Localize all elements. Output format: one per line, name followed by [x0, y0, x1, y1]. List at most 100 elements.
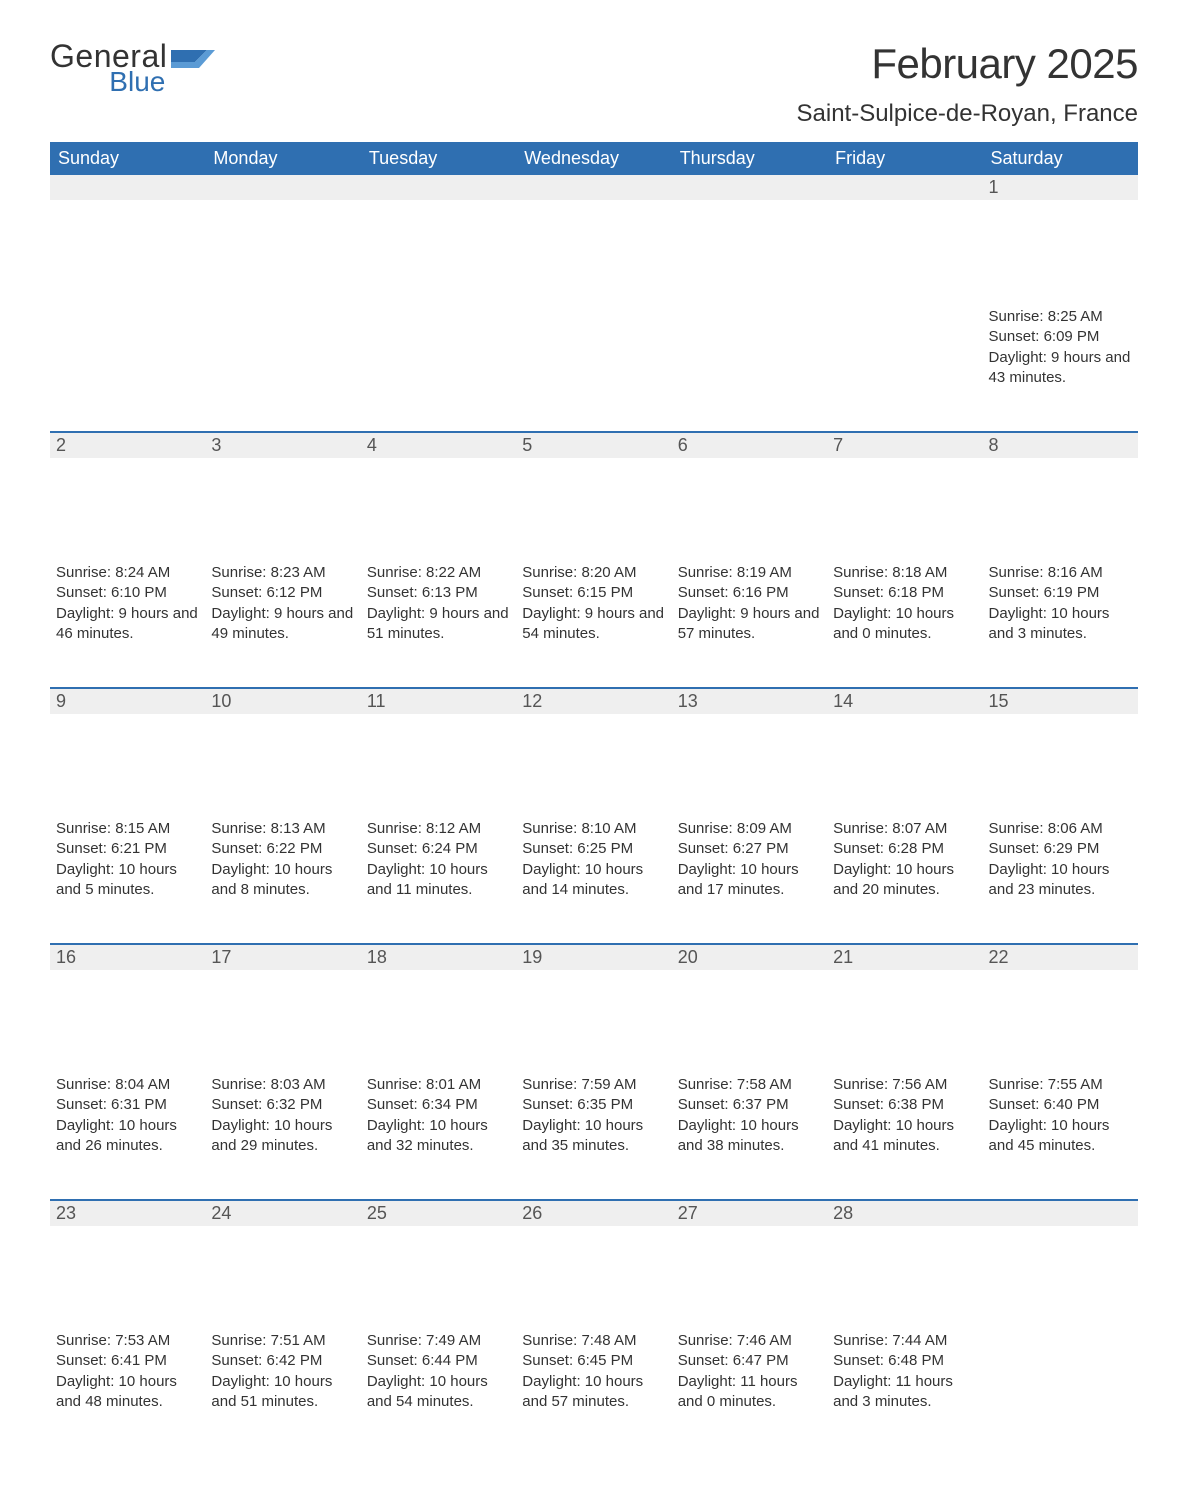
day-detail: Sunrise: 7:59 AMSunset: 6:35 PMDaylight:… [516, 1071, 671, 1156]
day-number: 4 [361, 431, 516, 458]
sunset-text: Sunset: 6:12 PM [211, 583, 354, 603]
daylight-text: Daylight: 10 hours and 17 minutes. [678, 860, 821, 901]
daylight-text: Daylight: 10 hours and 57 minutes. [522, 1372, 665, 1413]
daylight-text: Daylight: 9 hours and 49 minutes. [211, 604, 354, 645]
daylight-text: Daylight: 10 hours and 5 minutes. [56, 860, 199, 901]
day-cell-detail: Sunrise: 8:13 AMSunset: 6:22 PMDaylight:… [205, 815, 360, 943]
day-detail: Sunrise: 8:07 AMSunset: 6:28 PMDaylight:… [827, 815, 982, 900]
day-number: 13 [672, 687, 827, 714]
day-cell-number: 1 [983, 175, 1138, 303]
day-detail: Sunrise: 8:18 AMSunset: 6:18 PMDaylight:… [827, 559, 982, 644]
day-cell-detail [205, 303, 360, 431]
day-cell-number: 19 [516, 943, 671, 1071]
sunset-text: Sunset: 6:18 PM [833, 583, 976, 603]
week-detail-row: Sunrise: 8:24 AMSunset: 6:10 PM Daylight:… [50, 559, 1138, 687]
day-cell-number: 25 [361, 1199, 516, 1327]
calendar-table: Sunday Monday Tuesday Wednesday Thursday… [50, 142, 1138, 1455]
day-number: 7 [827, 431, 982, 458]
day-detail: Sunrise: 8:01 AMSunset: 6:34 PMDaylight:… [361, 1071, 516, 1156]
sunset-text: Sunset: 6:38 PM [833, 1095, 976, 1115]
day-cell-detail: Sunrise: 7:46 AMSunset: 6:47 PMDaylight:… [672, 1327, 827, 1455]
sunset-text: Sunset: 6:27 PM [678, 839, 821, 859]
day-number: 20 [672, 943, 827, 970]
sunrise-text: Sunrise: 7:44 AM [833, 1331, 976, 1351]
day-cell-number [516, 175, 671, 303]
day-detail: Sunrise: 7:48 AMSunset: 6:45 PMDaylight:… [516, 1327, 671, 1412]
calendar-page: General Blue February 2025 Saint-Sulpice… [0, 0, 1188, 1495]
week-detail-row: Sunrise: 7:53 AMSunset: 6:41 PMDaylight:… [50, 1327, 1138, 1455]
sunset-text: Sunset: 6:19 PM [989, 583, 1132, 603]
brand-logo: General Blue [50, 40, 215, 96]
day-cell-number: 5 [516, 431, 671, 559]
day-cell-number: 17 [205, 943, 360, 1071]
sunrise-text: Sunrise: 8:25 AM [989, 307, 1132, 327]
day-cell-number: 13 [672, 687, 827, 815]
daylight-text: Daylight: 11 hours and 3 minutes. [833, 1372, 976, 1413]
day-cell-detail: Sunrise: 8:19 AMSunset: 6:16 PMDaylight:… [672, 559, 827, 687]
day-number: 25 [361, 1199, 516, 1226]
day-number: 16 [50, 943, 205, 970]
day-cell-number: 2 [50, 431, 205, 559]
day-cell-detail: Sunrise: 8:24 AMSunset: 6:10 PMDaylight:… [50, 559, 205, 687]
day-cell-detail: Sunrise: 7:59 AMSunset: 6:35 PMDaylight:… [516, 1071, 671, 1199]
sunrise-text: Sunrise: 7:58 AM [678, 1075, 821, 1095]
sunset-text: Sunset: 6:21 PM [56, 839, 199, 859]
day-cell-number: 16 [50, 943, 205, 1071]
day-number: 22 [983, 943, 1138, 970]
sunrise-text: Sunrise: 8:04 AM [56, 1075, 199, 1095]
sunset-text: Sunset: 6:31 PM [56, 1095, 199, 1115]
week-daynum-row: 2345678 [50, 431, 1138, 559]
sunrise-text: Sunrise: 8:10 AM [522, 819, 665, 839]
sunset-text: Sunset: 6:28 PM [833, 839, 976, 859]
sunset-text: Sunset: 6:47 PM [678, 1351, 821, 1371]
daylight-text: Daylight: 11 hours and 0 minutes. [678, 1372, 821, 1413]
day-cell-number [361, 175, 516, 303]
day-number [827, 175, 982, 200]
sunrise-text: Sunrise: 8:07 AM [833, 819, 976, 839]
day-cell-number [983, 1199, 1138, 1327]
sunrise-text: Sunrise: 8:09 AM [678, 819, 821, 839]
sunset-text: Sunset: 6:29 PM [989, 839, 1132, 859]
weekday-header: Tuesday [361, 142, 516, 175]
day-detail: Sunrise: 7:46 AMSunset: 6:47 PMDaylight:… [672, 1327, 827, 1412]
sunrise-text: Sunrise: 7:48 AM [522, 1331, 665, 1351]
sunrise-text: Sunrise: 8:22 AM [367, 563, 510, 583]
day-cell-detail [516, 303, 671, 431]
day-cell-number: 20 [672, 943, 827, 1071]
day-number: 1 [983, 175, 1138, 200]
day-detail: Sunrise: 8:15 AMSunset: 6:21 PMDaylight:… [50, 815, 205, 900]
sunrise-text: Sunrise: 7:46 AM [678, 1331, 821, 1351]
daylight-text: Daylight: 10 hours and 26 minutes. [56, 1116, 199, 1157]
day-cell-number: 27 [672, 1199, 827, 1327]
sunrise-text: Sunrise: 7:59 AM [522, 1075, 665, 1095]
day-cell-detail: Sunrise: 8:01 AMSunset: 6:34 PMDaylight:… [361, 1071, 516, 1199]
day-cell-number [672, 175, 827, 303]
weekday-header-row: Sunday Monday Tuesday Wednesday Thursday… [50, 142, 1138, 175]
day-cell-detail: Sunrise: 7:51 AMSunset: 6:42 PMDaylight:… [205, 1327, 360, 1455]
sunrise-text: Sunrise: 7:55 AM [989, 1075, 1132, 1095]
daylight-text: Daylight: 10 hours and 32 minutes. [367, 1116, 510, 1157]
day-number [361, 175, 516, 200]
sunrise-text: Sunrise: 8:24 AM [56, 563, 199, 583]
day-number: 23 [50, 1199, 205, 1226]
sunset-text: Sunset: 6:10 PM [56, 583, 199, 603]
day-cell-detail: Sunrise: 8:04 AMSunset: 6:31 PMDaylight:… [50, 1071, 205, 1199]
day-number: 5 [516, 431, 671, 458]
day-cell-detail: Sunrise: 7:53 AMSunset: 6:41 PMDaylight:… [50, 1327, 205, 1455]
daylight-text: Daylight: 9 hours and 57 minutes. [678, 604, 821, 645]
day-detail: Sunrise: 7:49 AMSunset: 6:44 PMDaylight:… [361, 1327, 516, 1412]
day-cell-detail: Sunrise: 7:44 AMSunset: 6:48 PMDaylight:… [827, 1327, 982, 1455]
day-detail: Sunrise: 8:12 AMSunset: 6:24 PMDaylight:… [361, 815, 516, 900]
day-detail: Sunrise: 8:20 AMSunset: 6:15 PMDaylight:… [516, 559, 671, 644]
day-cell-number: 28 [827, 1199, 982, 1327]
header-row: General Blue February 2025 Saint-Sulpice… [50, 40, 1138, 128]
day-cell-number: 9 [50, 687, 205, 815]
day-cell-detail [50, 303, 205, 431]
day-cell-detail: Sunrise: 7:56 AMSunset: 6:38 PMDaylight:… [827, 1071, 982, 1199]
week-detail-row: Sunrise: 8:15 AMSunset: 6:21 PMDaylight:… [50, 815, 1138, 943]
daylight-text: Daylight: 9 hours and 43 minutes. [989, 348, 1132, 389]
day-number [672, 175, 827, 200]
day-number: 26 [516, 1199, 671, 1226]
day-number: 9 [50, 687, 205, 714]
sunset-text: Sunset: 6:37 PM [678, 1095, 821, 1115]
